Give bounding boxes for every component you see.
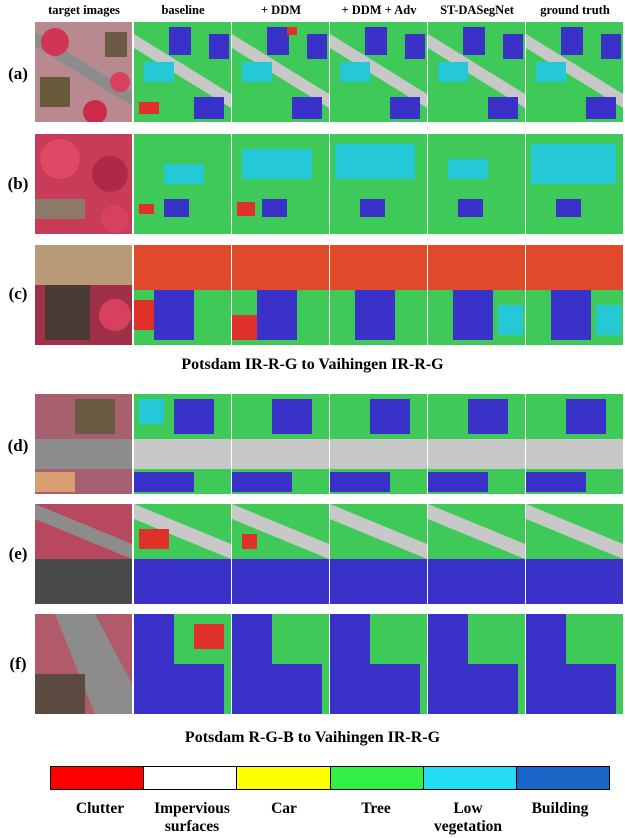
segmentation-ground-truth — [526, 614, 623, 714]
row-label-e: (e) — [8, 544, 28, 563]
legend-label-tree: Tree — [361, 800, 391, 817]
legend-swatch-clutter — [51, 767, 145, 789]
segmentation-ground-truth — [526, 245, 623, 345]
segmentation-ddm — [232, 394, 329, 494]
column-header-ddm: + DDM — [260, 3, 302, 17]
legend-bar — [50, 766, 610, 790]
row-label-d: (d) — [7, 436, 29, 455]
image-row-d — [35, 394, 623, 494]
column-header-st-dasegnet: ST-DASegNet — [440, 3, 514, 17]
segmentation-ddm-adv — [330, 245, 427, 345]
segmentation-st-dasegnet — [428, 134, 525, 234]
legend-label-impervious-surfaces: Impervious surfaces — [154, 800, 230, 835]
column-header-baseline: baseline — [161, 3, 205, 17]
segmentation-ground-truth — [526, 134, 623, 234]
segmentation-ddm-adv — [330, 614, 427, 714]
segmentation-st-dasegnet — [428, 614, 525, 714]
target-image — [35, 394, 132, 494]
segmentation-baseline — [134, 614, 231, 714]
segmentation-ddm — [232, 504, 329, 604]
segmentation-ddm — [232, 22, 329, 122]
row-label-a: (a) — [8, 64, 28, 83]
target-image — [35, 504, 132, 604]
segmentation-ddm — [232, 614, 329, 714]
segmentation-ground-truth — [526, 504, 623, 604]
segmentation-ddm-adv — [330, 22, 427, 122]
legend-swatch-tree — [330, 767, 424, 789]
image-row-f — [35, 614, 623, 714]
legend-label-clutter: Clutter — [75, 800, 125, 817]
legend-label-low-vegetation: Low vegetation — [433, 800, 502, 835]
caption-potsdam-irrg: Potsdam IR-R-G to Vaihingen IR-R-G — [181, 356, 444, 373]
segmentation-baseline — [134, 245, 231, 345]
segmentation-baseline — [134, 394, 231, 494]
image-row-c — [35, 245, 623, 345]
segmentation-st-dasegnet — [428, 504, 525, 604]
legend-swatch-low-vegetation — [423, 767, 517, 789]
segmentation-st-dasegnet — [428, 245, 525, 345]
target-image — [35, 134, 132, 234]
segmentation-baseline — [134, 504, 231, 604]
image-row-e — [35, 504, 623, 604]
legend-swatch-impervious-surfaces — [144, 767, 238, 789]
segmentation-ddm — [232, 134, 329, 234]
segmentation-st-dasegnet — [428, 394, 525, 494]
segmentation-ddm-adv — [330, 394, 427, 494]
row-label-b: (b) — [7, 174, 29, 193]
target-image — [35, 614, 132, 714]
column-header-target-images: target images — [48, 3, 120, 17]
image-row-a — [35, 22, 623, 122]
legend-swatch-car — [237, 767, 331, 789]
segmentation-ground-truth — [526, 394, 623, 494]
target-image — [35, 22, 132, 122]
column-header-ddm-adv: + DDM + Adv — [341, 3, 417, 17]
legend-label-building: Building — [531, 800, 589, 817]
legend-swatch-building — [516, 767, 610, 789]
image-row-b — [35, 134, 623, 234]
segmentation-st-dasegnet — [428, 22, 525, 122]
segmentation-ground-truth — [526, 22, 623, 122]
caption-potsdam-rgb: Potsdam R-G-B to Vaihingen IR-R-G — [184, 729, 441, 746]
segmentation-ddm-adv — [330, 504, 427, 604]
segmentation-ddm — [232, 245, 329, 345]
segmentation-baseline — [134, 134, 231, 234]
column-header-ground-truth: ground truth — [540, 3, 610, 17]
row-label-f: (f) — [9, 654, 27, 673]
segmentation-baseline — [134, 22, 231, 122]
target-image — [35, 245, 132, 345]
legend-label-car: Car — [271, 800, 297, 817]
segmentation-ddm-adv — [330, 134, 427, 234]
row-label-c: (c) — [8, 284, 28, 303]
